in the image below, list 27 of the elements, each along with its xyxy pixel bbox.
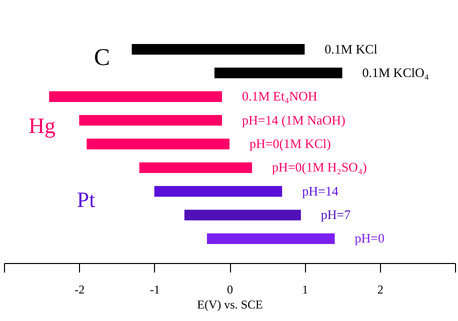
y-tick-label: pH=14 bbox=[302, 183, 339, 198]
annotation: Hg bbox=[28, 113, 56, 138]
bar bbox=[86, 138, 230, 150]
y-tick-label: 0.1M Et₄NOH bbox=[242, 88, 318, 104]
x-tick-label: -2 bbox=[74, 282, 85, 296]
bar bbox=[206, 233, 335, 244]
x-tick-label: -1 bbox=[150, 282, 160, 296]
bar bbox=[139, 162, 252, 174]
bar bbox=[49, 91, 222, 102]
y-tick-label: pH=0(1M H₂SO₄) bbox=[272, 160, 367, 175]
y-tick-label: 0.1M KClO₄ bbox=[362, 64, 430, 80]
bar bbox=[214, 68, 342, 78]
x-tick-label: 1 bbox=[302, 282, 308, 296]
x-axis-title: E(V) vs. SCE bbox=[197, 298, 263, 312]
x-tick-label: 2 bbox=[377, 282, 384, 296]
bar bbox=[154, 186, 282, 197]
y-tick-label: pH=7 bbox=[320, 207, 352, 222]
y-tick-label: 0.1M KCl bbox=[324, 41, 378, 56]
x-tick-label: 0 bbox=[227, 282, 233, 296]
bar bbox=[184, 210, 301, 220]
bar bbox=[132, 44, 305, 55]
bar bbox=[79, 114, 222, 126]
annotation: Pt bbox=[76, 187, 96, 212]
y-tick-label: pH=0(1M KCl) bbox=[250, 136, 331, 151]
y-tick-label: pH=14 (1M NaOH) bbox=[242, 112, 346, 128]
y-tick-label: pH=0 bbox=[354, 230, 384, 246]
annotation: C bbox=[94, 45, 110, 71]
